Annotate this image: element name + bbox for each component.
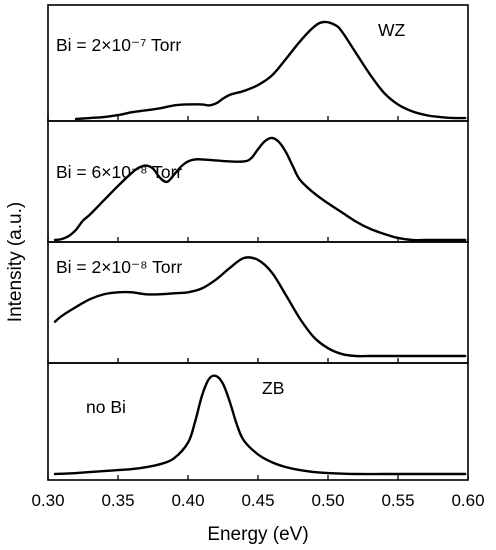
x-tick-label: 0.35 — [101, 491, 134, 510]
panel-1-annotation: WZ — [378, 20, 406, 40]
x-tick-label: 0.50 — [311, 491, 344, 510]
x-tick-label: 0.60 — [451, 491, 484, 510]
x-tick-label: 0.55 — [381, 491, 414, 510]
panel-1-label: Bi = 2×10⁻⁷ Torr — [56, 35, 181, 55]
y-axis-title: Intensity (a.u.) — [5, 202, 26, 322]
panel-4-frame — [47, 362, 469, 481]
series-line-bi-2e-7 — [74, 20, 467, 121]
series-line-bi-2e-8 — [53, 256, 467, 358]
x-tick-label: 0.40 — [171, 491, 204, 510]
panel-2-label: Bi = 6×10⁻⁸ Torr — [56, 162, 182, 182]
panel-3-label: Bi = 2×10⁻⁸ Torr — [56, 257, 182, 277]
x-axis-ticks: 0.30 0.35 0.40 0.45 0.50 0.55 0.60 — [31, 116, 485, 510]
series-line-bi-6e-8 — [53, 136, 467, 242]
panel-4-annotation: ZB — [262, 378, 284, 398]
x-tick-label: 0.45 — [241, 491, 274, 510]
series-line-no-bi — [53, 374, 467, 476]
x-axis-title: Energy (eV) — [207, 524, 308, 545]
x-tick-label: 0.30 — [31, 491, 64, 510]
panel-4-label: no Bi — [86, 397, 126, 417]
